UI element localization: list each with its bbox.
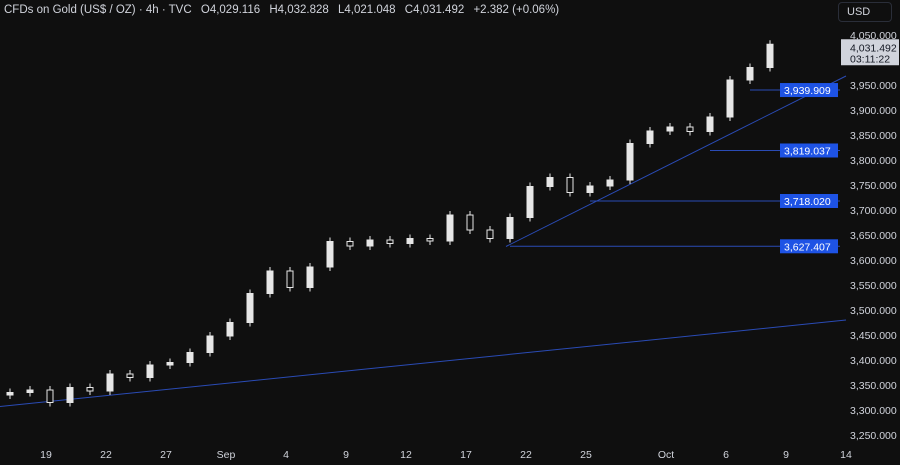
- candle: [766, 43, 774, 69]
- level-price-label: 3,627.407: [784, 241, 831, 253]
- y-tick-label: 3,450.000: [850, 330, 897, 342]
- candle: [86, 387, 94, 392]
- y-tick-label: 3,350.000: [850, 380, 897, 392]
- countdown-timer: 03:11:22: [850, 53, 890, 65]
- candle: [386, 239, 394, 244]
- level-price-label-bg: [780, 143, 838, 158]
- y-tick-label: 3,250.000: [850, 430, 897, 442]
- level-price-label: 3,718.020: [784, 196, 831, 208]
- y-tick-label: 3,750.000: [850, 180, 897, 192]
- level-price-label: 3,939.909: [784, 85, 831, 97]
- candle: [666, 126, 674, 132]
- level-price-label-bg: [780, 83, 838, 98]
- candle: [226, 322, 234, 337]
- x-tick-label: 12: [400, 449, 412, 461]
- x-tick-label: 19: [40, 449, 52, 461]
- y-tick-label: 3,900.000: [850, 105, 897, 117]
- x-tick-label: 9: [343, 449, 349, 461]
- chart-legend: CFDs on Gold (US$ / OZ) · 4h · TVC O4,02…: [4, 4, 565, 16]
- x-tick-label: 22: [520, 449, 532, 461]
- ohlc-high: H4,032.828: [269, 4, 329, 16]
- x-tick-label: 9: [783, 449, 789, 461]
- y-tick-label: 3,700.000: [850, 205, 897, 217]
- candle: [486, 229, 494, 239]
- candle: [686, 126, 694, 132]
- y-tick-label: 3,800.000: [850, 155, 897, 167]
- candle: [466, 214, 474, 231]
- candle: [266, 270, 274, 294]
- y-tick-label: 3,550.000: [850, 280, 897, 292]
- candle: [186, 352, 194, 363]
- candle: [286, 270, 294, 288]
- x-tick-label: 14: [840, 449, 852, 461]
- y-tick-label: 3,850.000: [850, 130, 897, 142]
- candle: [406, 238, 414, 244]
- candle: [566, 177, 574, 193]
- last-price-value: 4,031.492: [850, 42, 897, 54]
- x-tick-label: 25: [580, 449, 592, 461]
- ohlc-close: C4,031.492: [404, 4, 465, 16]
- candle: [246, 293, 254, 323]
- candle: [626, 143, 634, 181]
- x-tick-label: Sep: [217, 449, 236, 461]
- candle: [426, 238, 434, 242]
- candle: [46, 389, 54, 403]
- candle: [746, 67, 754, 81]
- candle: [546, 177, 554, 187]
- x-tick-label: 22: [100, 449, 112, 461]
- candle: [646, 130, 654, 144]
- candle: [606, 179, 614, 187]
- candle: [526, 186, 534, 218]
- y-tick-label: 3,950.000: [850, 80, 897, 92]
- x-tick-label: 4: [283, 449, 289, 461]
- candle: [106, 373, 114, 392]
- y-tick-label: 3,300.000: [850, 405, 897, 417]
- x-tick-label: 17: [460, 449, 472, 461]
- y-tick-label: 3,500.000: [850, 305, 897, 317]
- level-price-label-bg: [780, 193, 838, 208]
- currency-button[interactable]: USD: [838, 2, 892, 22]
- ohlc-open: O4,029.116: [200, 4, 261, 16]
- last-price-label-bg: [841, 39, 899, 66]
- x-tick-label: 6: [723, 449, 729, 461]
- candle: [166, 362, 174, 366]
- candle: [206, 335, 214, 353]
- candle: [146, 364, 154, 378]
- y-tick-label: 3,600.000: [850, 255, 897, 267]
- x-tick-label: 27: [160, 449, 172, 461]
- level-price-label-bg: [780, 239, 838, 254]
- x-tick-label: Oct: [658, 449, 674, 461]
- candle: [6, 392, 14, 396]
- candle: [346, 241, 354, 247]
- candle: [726, 79, 734, 118]
- candle: [506, 217, 514, 239]
- trendline[interactable]: [505, 75, 847, 247]
- candle: [446, 214, 454, 242]
- candle: [306, 266, 314, 288]
- trendline[interactable]: [0, 319, 847, 412]
- candle: [706, 116, 714, 132]
- candle: [326, 241, 334, 268]
- candle: [366, 239, 374, 247]
- y-tick-label: 3,650.000: [850, 230, 897, 242]
- candle: [586, 185, 594, 193]
- candle: [26, 389, 34, 393]
- candle: [66, 387, 74, 403]
- level-price-label: 3,819.037: [784, 145, 831, 157]
- y-tick-label: 3,400.000: [850, 355, 897, 367]
- y-tick-label: 4,050.000: [850, 30, 897, 42]
- ohlc-low: L4,021.048: [338, 4, 396, 16]
- symbol-title: CFDs on Gold (US$ / OZ) · 4h · TVC: [4, 4, 192, 16]
- candle: [126, 373, 134, 378]
- ohlc-change: +2.382 (+0.06%): [473, 4, 560, 16]
